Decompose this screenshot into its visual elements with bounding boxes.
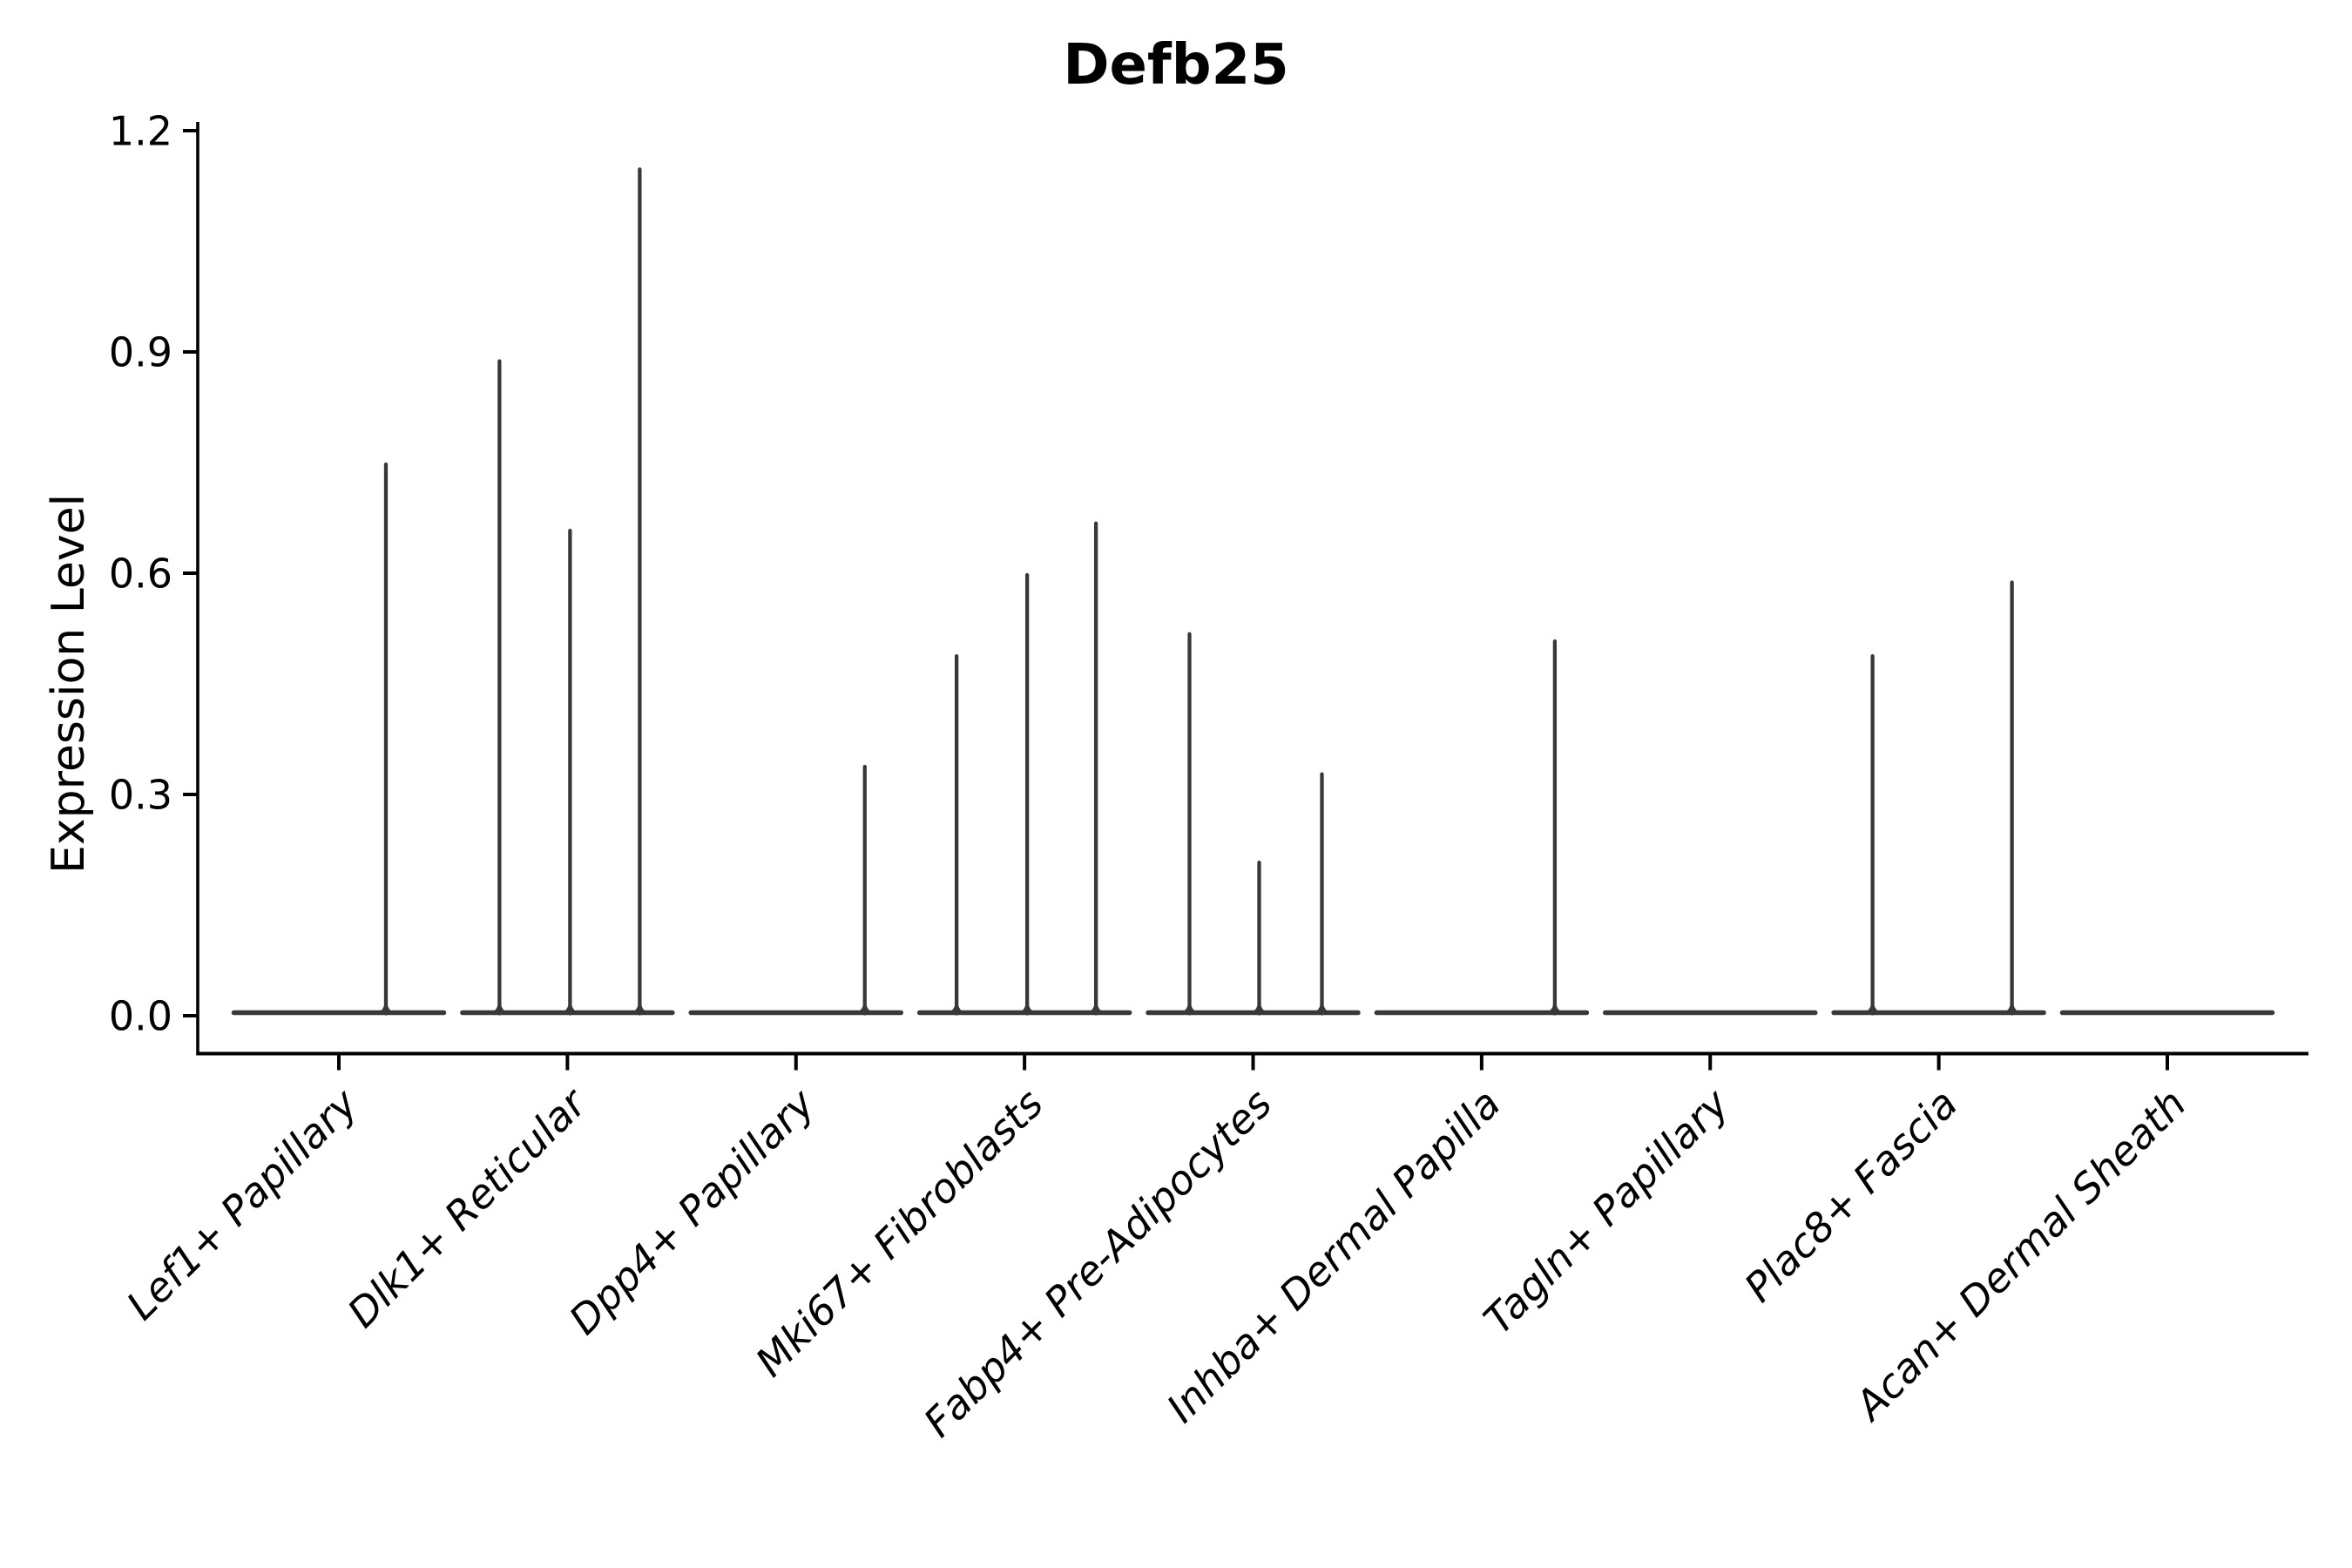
y-tick-label: 1.2	[109, 108, 172, 155]
y-tick-label: 0.3	[109, 772, 172, 819]
y-tick-label: 0.9	[109, 329, 172, 376]
x-tick-label: Dpp4+ Papillary	[560, 1079, 824, 1343]
x-tick-label: Lef1+ Papillary	[118, 1079, 367, 1328]
y-axis-label: Expression Level	[43, 494, 95, 874]
x-tick-label: Tagln+ Papillary	[1475, 1079, 1739, 1343]
x-tick-label: Plac8+ Fascia	[1735, 1080, 1966, 1311]
x-tick-label: Dlk1+ Reticular	[339, 1078, 598, 1336]
y-tick-label: 0.6	[109, 551, 172, 598]
violins-layer	[231, 167, 2275, 1016]
y-tick-label: 0.0	[109, 993, 172, 1040]
chart-title: Defb25	[1063, 33, 1288, 98]
